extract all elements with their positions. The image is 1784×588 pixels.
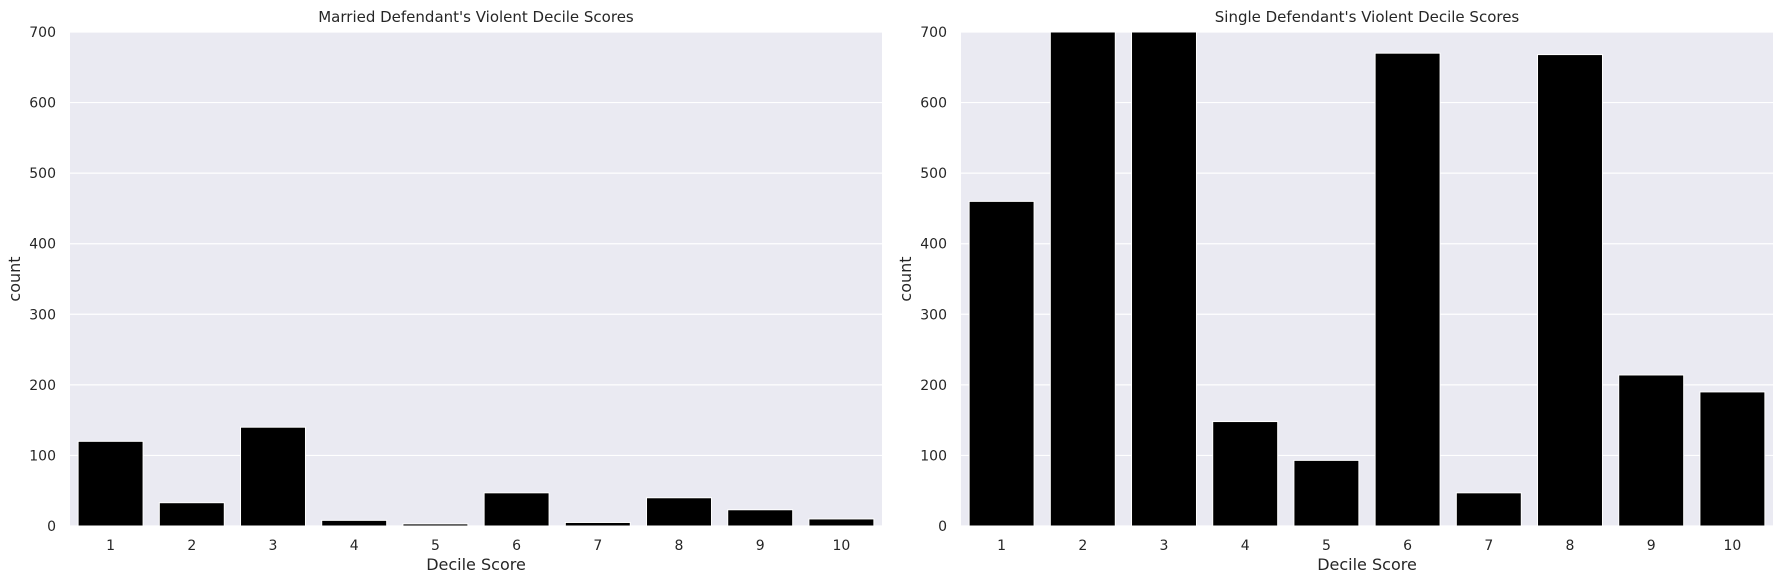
y-tick-label: 200 xyxy=(920,378,947,394)
x-tick-label: 10 xyxy=(1723,538,1741,554)
bar xyxy=(402,523,469,527)
y-tick-label: 300 xyxy=(920,307,947,323)
bar xyxy=(564,521,631,527)
y-tick-label: 100 xyxy=(920,448,947,464)
x-tick-label: 7 xyxy=(1484,538,1493,554)
x-tick-label: 2 xyxy=(187,538,196,554)
y-tick-label: 100 xyxy=(29,448,56,464)
x-tick-label: 10 xyxy=(832,538,850,554)
x-tick-label: 1 xyxy=(997,538,1006,554)
y-axis-label: count xyxy=(896,256,915,301)
x-tick-label: 9 xyxy=(1647,538,1656,554)
bar xyxy=(1374,52,1441,527)
bar xyxy=(158,502,225,527)
bar xyxy=(1293,459,1360,527)
x-tick-label: 8 xyxy=(675,538,684,554)
x-tick-label: 1 xyxy=(106,538,115,554)
bar xyxy=(321,519,388,527)
bar xyxy=(1699,391,1766,527)
x-tick-label: 6 xyxy=(512,538,521,554)
y-tick-label: 700 xyxy=(29,25,56,41)
bar xyxy=(1131,31,1197,527)
y-tick-label: 200 xyxy=(29,378,56,394)
y-tick-label: 500 xyxy=(920,166,947,182)
chart-title: Married Defendant's Violent Decile Score… xyxy=(318,8,634,26)
y-tick-label: 600 xyxy=(920,96,947,112)
x-tick-label: 2 xyxy=(1078,538,1087,554)
y-tick-label: 0 xyxy=(938,519,947,535)
y-tick-label: 600 xyxy=(29,96,56,112)
y-tick-label: 500 xyxy=(29,166,56,182)
x-tick-label: 4 xyxy=(350,538,359,554)
bar xyxy=(968,200,1035,527)
chart-panel-2: 0 100 200 300 400 500 600 700 1 2 3 4 5 6 7 8 9 10 Single … xyxy=(896,8,1773,574)
bar xyxy=(483,492,550,527)
bar xyxy=(240,426,306,527)
y-tick-label: 0 xyxy=(47,519,56,535)
bar xyxy=(77,440,144,527)
bar xyxy=(1537,54,1603,527)
x-tick-label: 6 xyxy=(1403,538,1412,554)
x-tick-label: 5 xyxy=(1322,538,1331,554)
x-tick-label: 8 xyxy=(1566,538,1575,554)
chart-panel-1: 0 100 200 300 400 500 600 700 1 2 3 4 5 6 7 8 9 10 Married… xyxy=(5,8,882,574)
x-tick-label: 3 xyxy=(1160,538,1169,554)
bar xyxy=(1618,374,1685,527)
x-tick-label: 3 xyxy=(269,538,278,554)
x-tick-label: 9 xyxy=(756,538,765,554)
y-axis-label: count xyxy=(5,256,24,301)
bar xyxy=(1212,421,1279,527)
bar xyxy=(646,497,712,527)
y-tick-label: 400 xyxy=(29,237,56,253)
x-axis-label: Decile Score xyxy=(426,555,526,574)
bar xyxy=(1455,492,1522,527)
y-tick-label: 700 xyxy=(920,25,947,41)
plot-area xyxy=(70,32,882,526)
bar xyxy=(808,518,875,527)
x-tick-label: 4 xyxy=(1241,538,1250,554)
x-tick-label: 7 xyxy=(593,538,602,554)
x-tick-label: 5 xyxy=(431,538,440,554)
chart-title: Single Defendant's Violent Decile Scores xyxy=(1215,8,1520,26)
x-axis-label: Decile Score xyxy=(1317,555,1417,574)
y-tick-label: 400 xyxy=(920,237,947,253)
y-tick-label: 300 xyxy=(29,307,56,323)
bar xyxy=(1049,31,1116,527)
bar xyxy=(727,509,794,527)
